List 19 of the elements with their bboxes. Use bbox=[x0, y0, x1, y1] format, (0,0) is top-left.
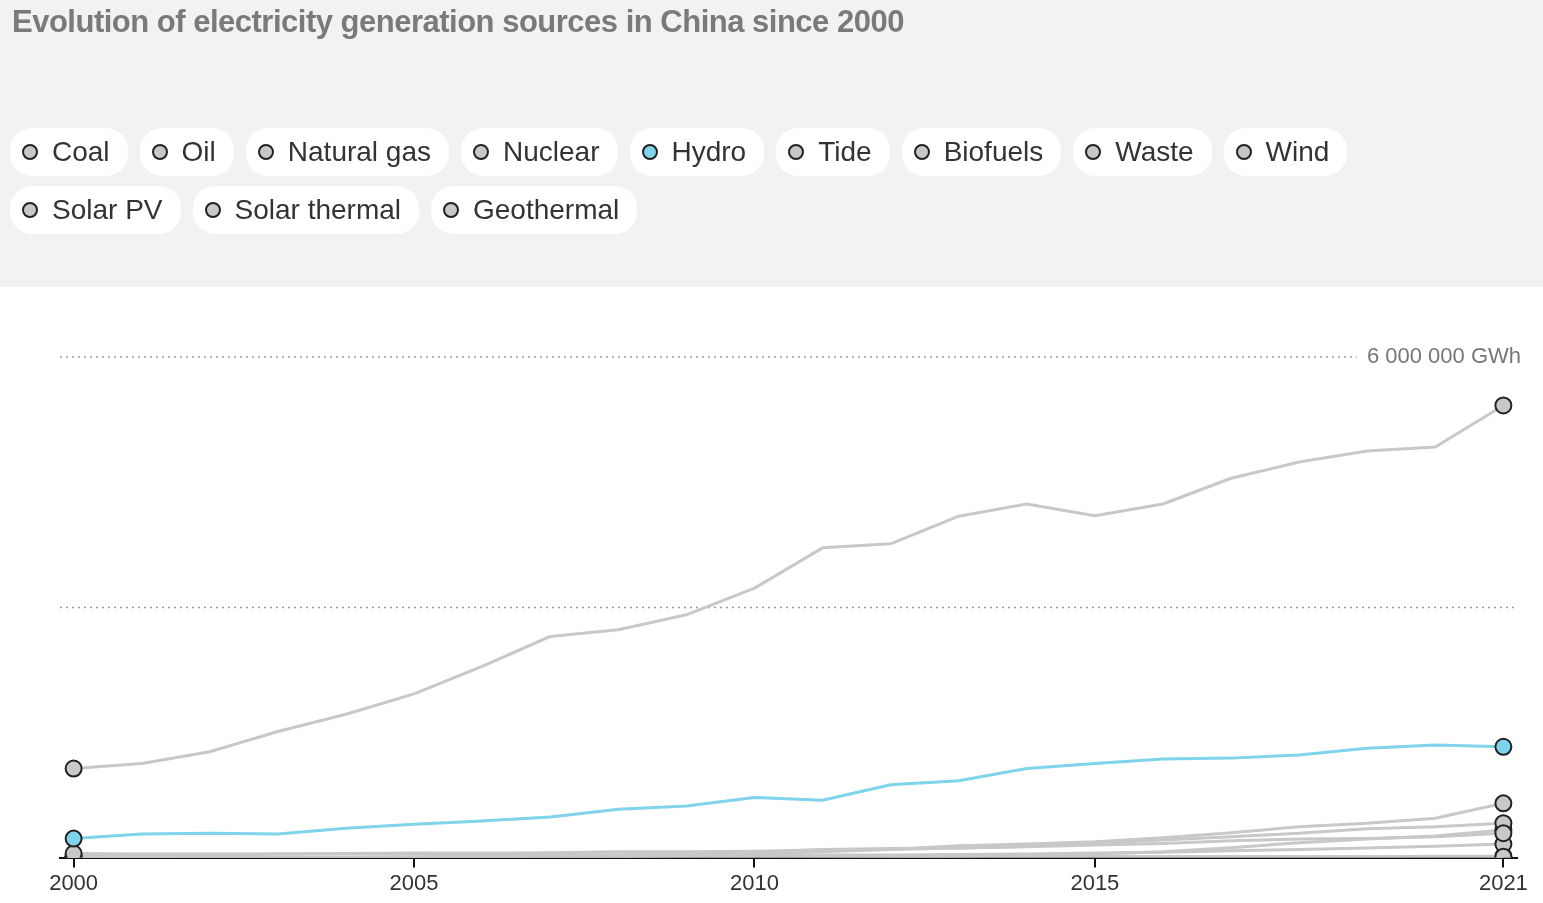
legend-label: Wind bbox=[1265, 136, 1330, 168]
legend-label: Coal bbox=[52, 136, 110, 168]
legend-label: Hydro bbox=[671, 136, 747, 168]
legend-label: Nuclear bbox=[503, 136, 600, 168]
legend-label: Biofuels bbox=[943, 136, 1044, 168]
legend-label: Oil bbox=[181, 136, 216, 168]
legend-label: Tide bbox=[818, 136, 872, 168]
legend-label: Waste bbox=[1115, 136, 1194, 168]
x-tick-label: 2010 bbox=[729, 869, 779, 895]
x-tick-label: 2005 bbox=[389, 869, 439, 895]
ref-line-label: 6 000 000 GWh bbox=[1366, 343, 1521, 369]
x-tick-label: 2021 bbox=[1478, 869, 1528, 895]
legend-label: Natural gas bbox=[287, 136, 432, 168]
legend-label: Solar PV bbox=[52, 194, 163, 226]
legend-label: Solar thermal bbox=[234, 194, 402, 226]
legend-label: Geothermal bbox=[473, 194, 620, 226]
x-tick-label: 2000 bbox=[49, 869, 99, 895]
chart-title: Evolution of electricity generation sources in China since 2000 bbox=[11, 3, 905, 41]
x-tick-label: 2015 bbox=[1070, 869, 1120, 895]
